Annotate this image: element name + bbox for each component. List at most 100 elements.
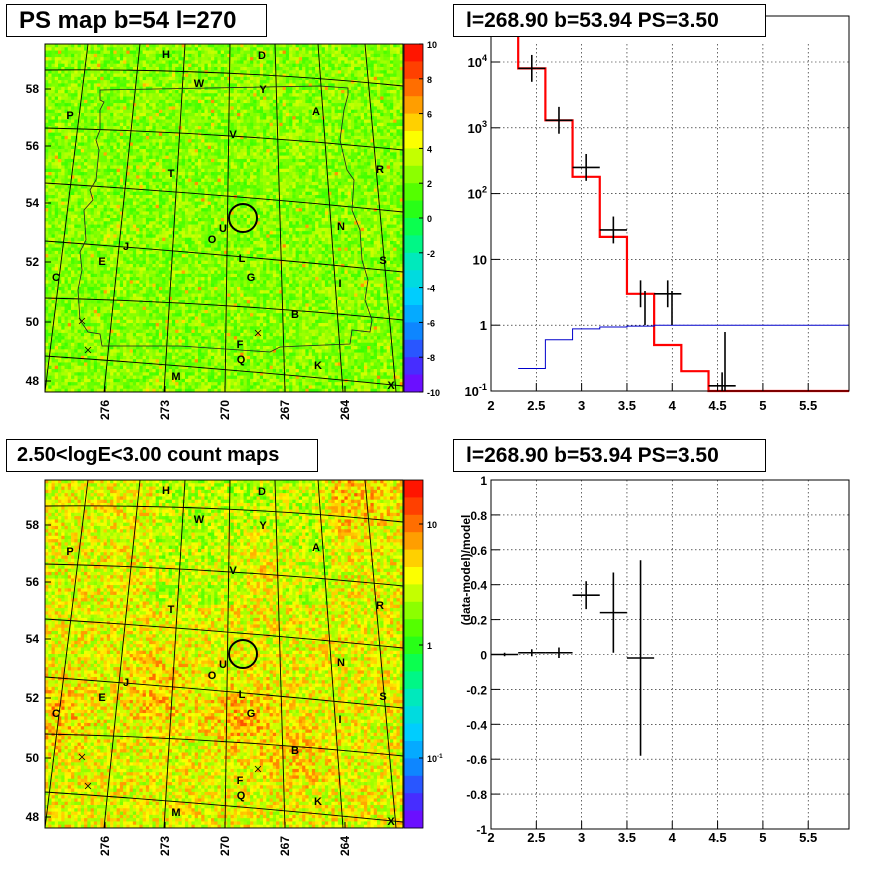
heatmap-cell	[90, 106, 95, 111]
heatmap-cell	[344, 53, 349, 58]
heatmap-cell	[181, 145, 186, 150]
heatmap-cell	[220, 155, 225, 160]
heatmap-cell	[399, 142, 404, 147]
heatmap-cell	[87, 119, 91, 124]
heatmap-cell	[103, 86, 108, 91]
heatmap-cell	[48, 99, 52, 104]
heatmap-cell	[233, 106, 238, 111]
heatmap-cell	[318, 188, 322, 193]
heatmap-cell	[367, 50, 371, 55]
heatmap-cell	[337, 60, 342, 65]
heatmap-cell	[165, 109, 170, 114]
heatmap-cell	[113, 106, 117, 111]
heatmap-cell	[230, 139, 235, 143]
heatmap-cell	[344, 73, 349, 78]
heatmap-cell	[158, 142, 163, 147]
heatmap-cell	[259, 89, 264, 94]
heatmap-cell	[139, 178, 143, 183]
heatmap-cell	[324, 109, 329, 114]
heatmap-cell	[240, 99, 244, 104]
heatmap-cell	[93, 172, 98, 176]
heatmap-cell	[243, 119, 248, 124]
heatmap-cell	[266, 66, 270, 71]
heatmap-cell	[145, 178, 150, 183]
heatmap-cell	[230, 89, 235, 94]
heatmap-cell	[217, 106, 222, 111]
heatmap-cell	[302, 135, 306, 140]
heatmap-cell	[324, 178, 329, 183]
heatmap-cell	[158, 188, 163, 193]
heatmap-cell	[71, 188, 75, 193]
heatmap-cell	[136, 139, 140, 143]
heatmap-cell	[243, 106, 248, 111]
heatmap-cell	[305, 175, 309, 179]
heatmap-cell	[250, 89, 254, 94]
heatmap-cell	[77, 145, 82, 150]
heatmap-cell	[74, 149, 78, 153]
heatmap-cell	[305, 63, 309, 68]
heatmap-cell	[171, 73, 176, 78]
heatmap-cell	[220, 158, 225, 163]
heatmap-cell	[165, 135, 170, 140]
heatmap-cell	[302, 126, 306, 130]
heatmap-cell	[119, 175, 124, 179]
heatmap-cell	[197, 122, 202, 127]
heatmap-cell	[292, 50, 296, 55]
heatmap-cell	[45, 155, 49, 160]
heatmap-cell	[373, 73, 378, 78]
heatmap-cell	[357, 73, 362, 78]
heatmap-cell	[233, 93, 238, 97]
heatmap-cell	[266, 70, 270, 74]
heatmap-cell	[181, 162, 186, 166]
heatmap-cell	[197, 96, 202, 101]
heatmap-cell	[253, 47, 257, 51]
heatmap-cell	[233, 112, 238, 117]
heatmap-cell	[132, 188, 137, 193]
heatmap-cell	[389, 119, 394, 124]
heatmap-cell	[302, 132, 306, 137]
heatmap-cell	[341, 168, 345, 173]
heatmap-cell	[396, 139, 401, 143]
heatmap-cell	[266, 172, 270, 176]
heatmap-cell	[184, 185, 189, 189]
heatmap-cell	[110, 89, 114, 94]
heatmap-cell	[272, 106, 277, 111]
heatmap-cell	[396, 135, 401, 140]
heatmap-cell	[243, 99, 248, 104]
heatmap-cell	[184, 155, 189, 160]
heatmap-cell	[295, 112, 300, 117]
heatmap-cell	[237, 73, 241, 78]
heatmap-cell	[357, 122, 362, 127]
heatmap-cell	[158, 135, 163, 140]
heatmap-cell	[191, 116, 196, 120]
heatmap-cell	[295, 86, 300, 91]
heatmap-cell	[165, 142, 170, 147]
heatmap-cell	[331, 139, 335, 143]
heatmap-cell	[116, 139, 121, 143]
heatmap-cell	[210, 149, 215, 153]
heatmap-cell	[191, 106, 196, 111]
heatmap-cell	[48, 66, 52, 71]
heatmap-cell	[399, 139, 404, 143]
heatmap-cell	[77, 76, 82, 81]
heatmap-cell	[188, 63, 192, 68]
heatmap-cell	[126, 112, 130, 117]
heatmap-cell	[376, 158, 381, 163]
heatmap-cell	[142, 96, 147, 101]
heatmap-cell	[48, 96, 52, 101]
heatmap-cell	[145, 76, 150, 81]
heatmap-cell	[67, 129, 72, 133]
heatmap-cell	[243, 135, 248, 140]
heatmap-cell	[272, 50, 277, 55]
heatmap-cell	[243, 53, 248, 58]
heatmap-cell	[181, 99, 186, 104]
heatmap-cell	[51, 57, 56, 61]
heatmap-cell	[74, 122, 78, 127]
heatmap-cell	[184, 126, 189, 130]
heatmap-cell	[142, 83, 147, 88]
heatmap-cell	[194, 119, 199, 124]
heatmap-cell	[237, 70, 241, 74]
heatmap-cell	[119, 185, 124, 189]
heatmap-cell	[93, 63, 98, 68]
heatmap-cell	[90, 185, 95, 189]
